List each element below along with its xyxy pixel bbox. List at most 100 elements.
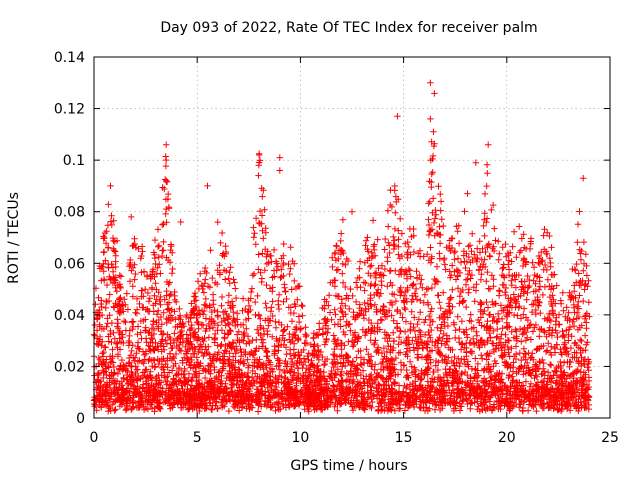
- data-point: [487, 377, 495, 384]
- data-point: [114, 323, 121, 330]
- data-point: [518, 235, 525, 242]
- data-point: [540, 232, 547, 239]
- data-point: [384, 207, 392, 214]
- data-point: [216, 262, 223, 269]
- data-point: [154, 243, 162, 250]
- data-point: [423, 286, 430, 293]
- data-point: [454, 285, 462, 292]
- data-point: [243, 325, 250, 332]
- data-point: [407, 273, 414, 280]
- data-point: [303, 365, 310, 372]
- data-point: [300, 361, 307, 369]
- data-point: [197, 270, 204, 277]
- data-point: [576, 208, 583, 215]
- data-point: [179, 359, 186, 367]
- data-point: [508, 258, 515, 265]
- data-point: [331, 283, 339, 290]
- data-point: [538, 248, 545, 256]
- data-point: [431, 215, 439, 222]
- data-point: [316, 326, 323, 333]
- data-point: [387, 186, 394, 194]
- data-point: [155, 254, 162, 261]
- data-point: [116, 335, 123, 342]
- data-point: [108, 339, 115, 346]
- data-point: [146, 329, 153, 336]
- data-point: [164, 373, 171, 380]
- data-point: [263, 281, 270, 289]
- data-point: [434, 366, 442, 374]
- data-point: [495, 238, 502, 245]
- data-point: [375, 286, 382, 293]
- data-point: [295, 336, 302, 343]
- data-point: [557, 358, 564, 366]
- data-point: [362, 242, 369, 249]
- data-point: [533, 273, 541, 280]
- data-point: [395, 334, 403, 341]
- data-point: [148, 377, 156, 384]
- data-point: [285, 260, 292, 268]
- data-point: [169, 265, 176, 273]
- data-point: [358, 307, 365, 314]
- data-point: [342, 283, 349, 291]
- data-point: [395, 251, 402, 258]
- data-point: [226, 269, 233, 276]
- data-point: [468, 325, 475, 332]
- data-point: [222, 248, 230, 256]
- data-point: [109, 401, 116, 408]
- data-point: [257, 324, 265, 332]
- data-point: [286, 330, 293, 338]
- data-point: [488, 272, 496, 279]
- data-point: [374, 320, 381, 327]
- data-point: [343, 370, 350, 377]
- data-point: [544, 229, 551, 236]
- data-point: [536, 283, 544, 290]
- data-point: [122, 318, 129, 326]
- data-point: [168, 270, 176, 277]
- data-point: [337, 237, 344, 245]
- data-point: [520, 345, 528, 352]
- data-point: [445, 344, 452, 351]
- data-point: [209, 291, 217, 298]
- data-point: [342, 362, 349, 370]
- data-point: [155, 242, 163, 249]
- data-point: [485, 285, 492, 292]
- data-point: [541, 246, 548, 253]
- data-point: [274, 263, 282, 270]
- data-point: [230, 276, 237, 283]
- data-point: [436, 240, 444, 247]
- data-point: [375, 265, 382, 272]
- data-point: [390, 233, 397, 241]
- data-point: [504, 336, 512, 344]
- data-point: [520, 290, 528, 297]
- data-point: [481, 232, 488, 240]
- data-point: [524, 272, 531, 280]
- data-point: [345, 338, 352, 345]
- data-point: [488, 206, 495, 214]
- data-point: [131, 261, 138, 268]
- data-point: [547, 286, 555, 293]
- data-point: [106, 291, 113, 298]
- data-point: [268, 258, 275, 265]
- data-point: [413, 268, 420, 275]
- data-point: [269, 333, 276, 340]
- data-point: [209, 396, 216, 404]
- data-point: [572, 339, 579, 346]
- data-point: [574, 221, 582, 228]
- data-point: [544, 369, 552, 376]
- data-point: [325, 292, 333, 299]
- data-point: [436, 406, 444, 414]
- data-point: [380, 303, 388, 311]
- data-point: [252, 241, 259, 248]
- data-point: [428, 170, 435, 178]
- data-point: [419, 284, 426, 291]
- data-point: [386, 267, 393, 275]
- data-point: [490, 283, 497, 290]
- data-point: [140, 360, 147, 367]
- data-point: [409, 337, 416, 344]
- data-point: [369, 217, 377, 224]
- data-point: [283, 295, 290, 303]
- data-point: [230, 308, 237, 316]
- data-point: [158, 331, 166, 338]
- data-point: [367, 353, 375, 360]
